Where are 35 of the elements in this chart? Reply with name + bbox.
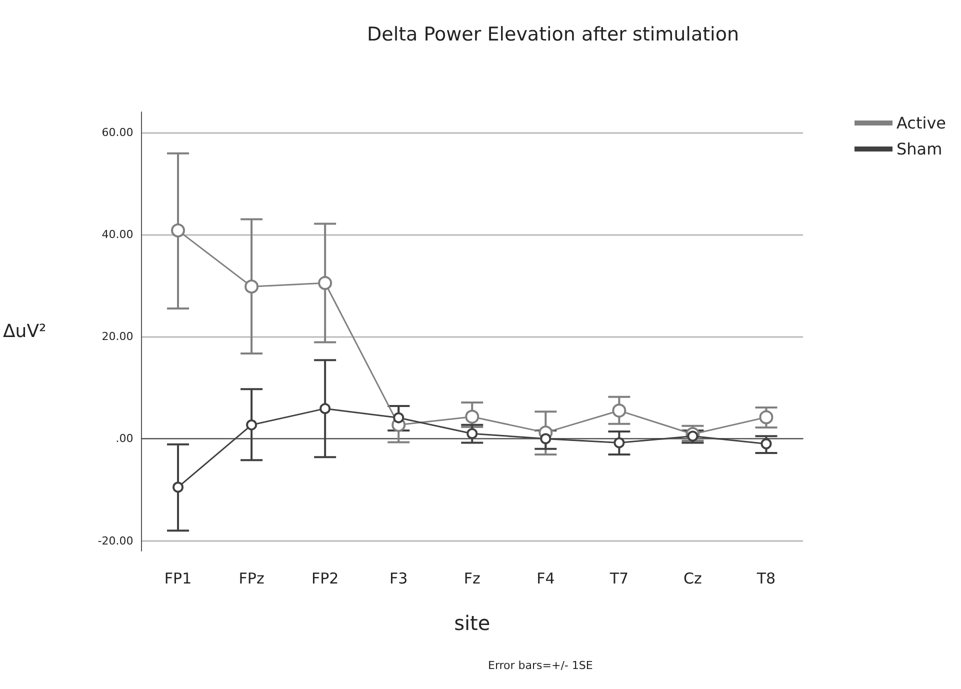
point <box>466 428 478 440</box>
point <box>320 403 331 414</box>
legend-label: Sham <box>896 140 942 158</box>
x-tick-label: FP1 <box>164 570 192 588</box>
text: Error bars=+/- 1SE <box>488 659 593 672</box>
y-tick-label: 60.00 <box>102 126 134 139</box>
point <box>393 412 404 424</box>
y-tick-label: 40.00 <box>102 228 134 242</box>
point <box>759 410 774 424</box>
x-tick-label: F3 <box>390 570 408 588</box>
x-tick-label: F4 <box>536 570 555 588</box>
x-tick-label: T7 <box>608 570 629 588</box>
point <box>465 410 480 424</box>
point <box>760 438 772 450</box>
point <box>687 430 698 442</box>
x-tick-label: FP2 <box>311 570 339 588</box>
point <box>246 419 258 430</box>
x-tick-label: T8 <box>756 570 776 588</box>
y-tick-label: 20.00 <box>102 330 134 344</box>
y-axis-title: ΔuV² <box>2 321 46 342</box>
y-tick-label: -20.00 <box>98 534 134 548</box>
point <box>172 482 184 493</box>
legend-label: Active <box>896 114 946 132</box>
point <box>318 276 332 290</box>
x-tick-label: Cz <box>684 570 702 588</box>
x-tick-label: FPz <box>238 570 264 588</box>
point <box>171 223 186 238</box>
point <box>540 433 552 444</box>
point <box>244 280 259 294</box>
point <box>614 437 625 448</box>
y-tick-label: .00 <box>116 432 134 446</box>
x-axis-title: site <box>454 611 490 635</box>
chart-title: Delta Power Elevation after stimulation <box>367 24 739 46</box>
x-tick-label: Fz <box>464 570 480 588</box>
point <box>612 404 626 418</box>
